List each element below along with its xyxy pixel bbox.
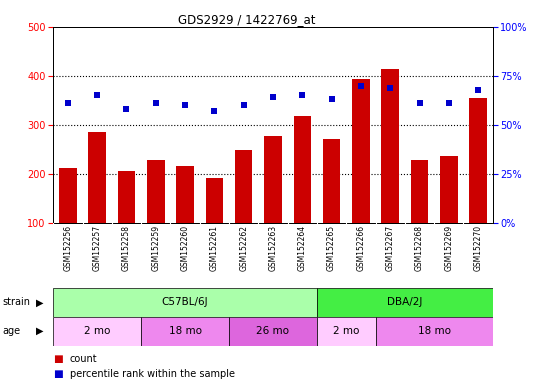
Text: GSM152259: GSM152259 [151, 225, 160, 271]
Text: GSM152270: GSM152270 [474, 225, 483, 271]
Bar [469, 98, 487, 223]
Bar [229, 317, 317, 346]
Bar [176, 166, 194, 223]
Text: GSM152261: GSM152261 [210, 225, 219, 271]
Point [269, 94, 278, 101]
Text: percentile rank within the sample: percentile rank within the sample [70, 369, 235, 379]
Point [239, 102, 248, 108]
Text: age: age [3, 326, 21, 336]
Bar [352, 79, 370, 223]
Bar [53, 288, 317, 317]
Bar [118, 171, 136, 223]
Text: GSM152268: GSM152268 [415, 225, 424, 271]
Text: GSM152269: GSM152269 [444, 225, 454, 271]
Point [180, 102, 189, 108]
Point [151, 100, 160, 106]
Bar [317, 317, 376, 346]
Bar [53, 317, 141, 346]
Point [63, 100, 72, 106]
Bar [323, 139, 340, 223]
Point [298, 92, 307, 98]
Point [356, 83, 365, 89]
Bar [440, 156, 458, 223]
Text: ■: ■ [53, 354, 63, 364]
Text: GSM152260: GSM152260 [180, 225, 190, 271]
Bar [141, 317, 229, 346]
Point [415, 100, 424, 106]
Text: 18 mo: 18 mo [169, 326, 202, 336]
Bar [264, 136, 282, 223]
Text: strain: strain [3, 297, 31, 308]
Text: 18 mo: 18 mo [418, 326, 451, 336]
Bar [381, 70, 399, 223]
Text: DBA/2J: DBA/2J [387, 297, 423, 308]
Text: C57BL/6J: C57BL/6J [162, 297, 208, 308]
Bar [206, 178, 223, 223]
Text: GSM152258: GSM152258 [122, 225, 131, 271]
Point [386, 84, 395, 91]
Text: GSM152256: GSM152256 [63, 225, 72, 271]
Bar [88, 132, 106, 223]
Text: ▶: ▶ [36, 297, 44, 308]
Bar [235, 150, 253, 223]
Bar [317, 288, 493, 317]
Text: ▶: ▶ [36, 326, 44, 336]
Bar [376, 317, 493, 346]
Text: GSM152257: GSM152257 [92, 225, 102, 271]
Bar [59, 168, 77, 223]
Bar [293, 116, 311, 223]
Bar [147, 160, 165, 223]
Point [327, 96, 336, 103]
Text: 2 mo: 2 mo [333, 326, 360, 336]
Text: GSM152263: GSM152263 [268, 225, 278, 271]
Text: ■: ■ [53, 369, 63, 379]
Bar [410, 160, 428, 223]
Text: count: count [70, 354, 97, 364]
Text: GSM152267: GSM152267 [386, 225, 395, 271]
Point [210, 108, 219, 114]
Point [122, 106, 131, 112]
Text: GSM152265: GSM152265 [327, 225, 336, 271]
Text: 2 mo: 2 mo [84, 326, 110, 336]
Point [474, 86, 483, 93]
Text: GSM152266: GSM152266 [356, 225, 366, 271]
Text: 26 mo: 26 mo [256, 326, 290, 336]
Point [445, 100, 454, 106]
Point [93, 92, 102, 98]
Text: GDS2929 / 1422769_at: GDS2929 / 1422769_at [178, 13, 315, 26]
Text: GSM152264: GSM152264 [298, 225, 307, 271]
Text: GSM152262: GSM152262 [239, 225, 248, 271]
